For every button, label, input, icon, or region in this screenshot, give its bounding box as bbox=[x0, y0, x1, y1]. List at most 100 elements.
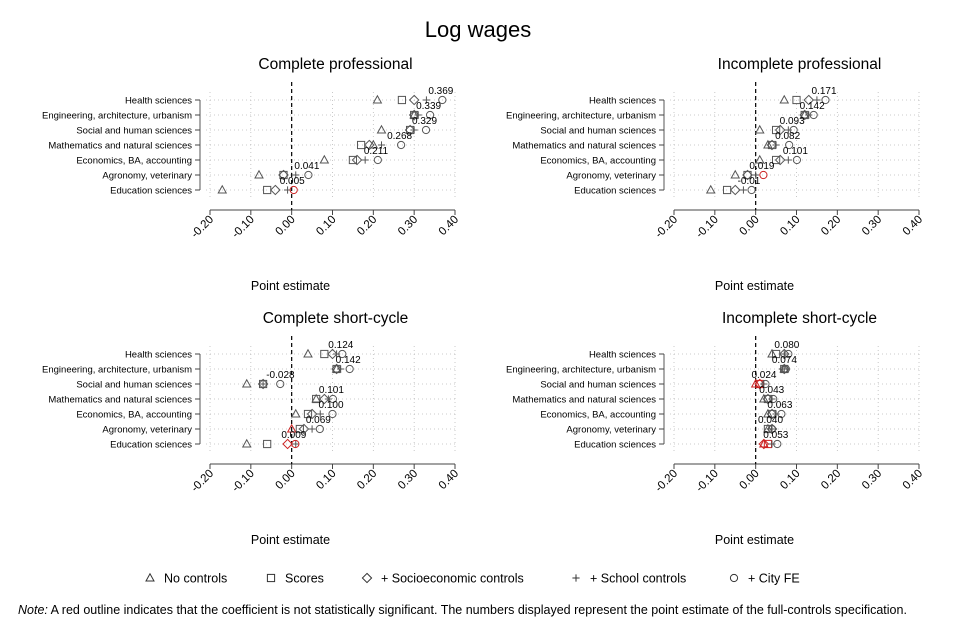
marker-circle bbox=[785, 140, 794, 150]
marker-plus bbox=[316, 410, 324, 418]
marker-plus bbox=[361, 156, 369, 164]
marker-plus bbox=[410, 126, 418, 134]
marker-circle bbox=[421, 125, 431, 135]
panel-3: Complete short-cycle -0.20 -0.10 0.00 0.10 0.… bbox=[42, 310, 461, 547]
estimate-label: 0.211 bbox=[364, 146, 389, 157]
category-label: Education sciences bbox=[574, 440, 656, 451]
category-label: Education sciences bbox=[574, 186, 656, 197]
estimate-label: 0.019 bbox=[749, 161, 774, 172]
category-label: Economics, BA, accounting bbox=[540, 156, 656, 167]
estimate-label: 0.041 bbox=[294, 161, 319, 172]
estimate-label: 0.124 bbox=[328, 340, 353, 351]
legend-item: No controls bbox=[145, 572, 227, 586]
estimate-label: 0.369 bbox=[428, 86, 453, 97]
marker-triangle bbox=[303, 348, 313, 358]
estimate-label: 0.005 bbox=[280, 176, 305, 187]
category-label: Social and human sciences bbox=[76, 126, 192, 137]
marker-circle bbox=[821, 95, 830, 105]
marker-diamond bbox=[278, 169, 289, 181]
marker-plus bbox=[739, 186, 748, 194]
category-label: Mathematics and natural sciences bbox=[512, 141, 656, 152]
x-tick-label: 0.40 bbox=[901, 468, 925, 492]
estimate-label: 0.043 bbox=[759, 385, 784, 396]
legend-marker-triangle bbox=[145, 572, 155, 582]
marker-square bbox=[771, 155, 781, 165]
marker-diamond bbox=[404, 124, 416, 136]
marker-plus bbox=[772, 141, 780, 149]
marker-triangle bbox=[319, 154, 330, 164]
marker-triangle bbox=[368, 139, 379, 149]
x-tick-label: 0.10 bbox=[314, 214, 338, 238]
category-label: Social and human sciences bbox=[76, 380, 192, 391]
marker-diamond bbox=[803, 94, 815, 106]
marker-plus bbox=[784, 156, 792, 164]
marker-square bbox=[295, 424, 304, 434]
marker-circle bbox=[773, 439, 782, 449]
x-tick-label: -0.20 bbox=[653, 468, 680, 495]
x-tick-label: 0.00 bbox=[273, 214, 297, 238]
marker-circle bbox=[397, 140, 406, 150]
marker-circle bbox=[338, 349, 347, 359]
marker-circle bbox=[777, 409, 786, 419]
estimate-label: 0.082 bbox=[775, 131, 800, 142]
marker-triangle bbox=[376, 124, 387, 134]
legend-marker-square bbox=[266, 573, 276, 583]
marker-diamond bbox=[774, 154, 786, 166]
x-tick-label: -0.20 bbox=[653, 214, 680, 241]
note-text: A red outline indicates that the coeffic… bbox=[47, 603, 907, 617]
marker-square bbox=[743, 170, 752, 180]
x-tick-label: 0.40 bbox=[437, 214, 461, 238]
marker-diamond bbox=[298, 423, 310, 435]
marker-diamond bbox=[363, 139, 375, 151]
marker-diamond bbox=[729, 184, 741, 196]
marker-plus bbox=[805, 111, 813, 119]
marker-plus bbox=[422, 96, 431, 104]
marker-circle bbox=[438, 95, 447, 105]
category-label: Health sciences bbox=[589, 350, 656, 361]
marker-circle bbox=[759, 170, 768, 180]
marker-plus bbox=[292, 171, 300, 179]
marker-circle bbox=[767, 424, 777, 434]
marker-circle bbox=[789, 125, 798, 135]
marker-diamond bbox=[327, 348, 338, 360]
marker-triangle bbox=[241, 438, 252, 448]
x-tick-label: 0.00 bbox=[737, 214, 761, 238]
marker-circle bbox=[315, 424, 324, 434]
estimate-label: 0.009 bbox=[281, 430, 306, 441]
marker-square bbox=[348, 155, 358, 165]
marker-diamond bbox=[774, 124, 786, 136]
marker-plus bbox=[768, 440, 776, 448]
chart-panels: Complete professional-0.20 -0.10 0.00 0.10 0… bbox=[42, 56, 925, 547]
marker-triangle bbox=[754, 124, 765, 134]
marker-circle bbox=[291, 439, 300, 449]
category-label: Economics, BA, accounting bbox=[76, 410, 192, 421]
estimate-label: 0.093 bbox=[780, 116, 805, 127]
marker-circle bbox=[784, 349, 793, 359]
panel-1: Complete professional -0.20 -0.10 0.00 0.10 0… bbox=[42, 56, 461, 293]
marker-diamond bbox=[282, 438, 293, 450]
marker-circle bbox=[304, 170, 313, 180]
marker-triangle bbox=[799, 109, 810, 119]
estimate-label: 0.100 bbox=[319, 400, 344, 411]
x-tick-label: 0.20 bbox=[819, 214, 843, 238]
estimate-label: 0.074 bbox=[772, 355, 797, 366]
x-tick-label: 0.20 bbox=[819, 468, 843, 492]
marker-plus bbox=[337, 365, 345, 373]
marker-triangle bbox=[286, 423, 297, 433]
category-label: Health sciences bbox=[125, 96, 192, 107]
marker-plus bbox=[772, 410, 780, 418]
marker-triangle bbox=[290, 408, 301, 418]
legend-label: + School controls bbox=[590, 572, 686, 586]
marker-plus bbox=[377, 141, 386, 149]
marker-square bbox=[263, 185, 272, 195]
marker-circle bbox=[747, 185, 756, 195]
marker-diamond bbox=[766, 408, 778, 420]
marker-circle bbox=[761, 379, 770, 389]
marker-square bbox=[279, 170, 288, 180]
x-tick-label: 0.10 bbox=[314, 468, 338, 492]
marker-plus bbox=[813, 96, 821, 104]
marker-square bbox=[771, 125, 781, 135]
legend-marker-plus bbox=[572, 574, 580, 582]
marker-triangle bbox=[311, 393, 322, 403]
